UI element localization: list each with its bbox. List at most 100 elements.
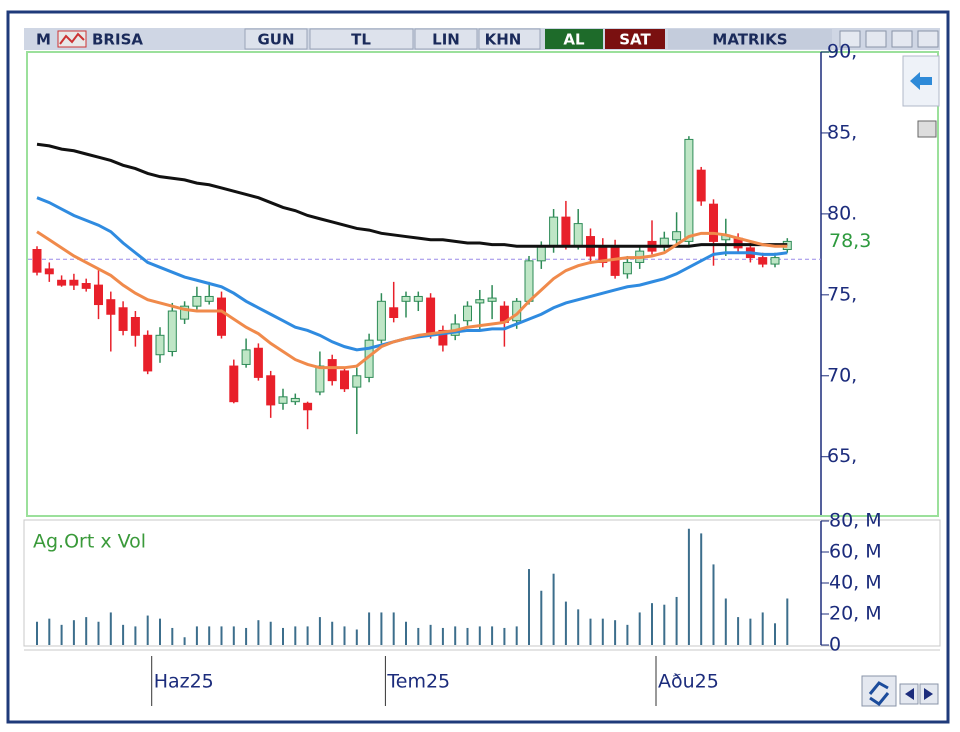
scroll-left-icon bbox=[905, 688, 914, 700]
volume-bar bbox=[97, 621, 100, 645]
y-tick-label: 80. bbox=[827, 202, 857, 224]
volume-bar bbox=[417, 627, 420, 645]
y-tick-label: 65, bbox=[827, 445, 857, 467]
window-button[interactable] bbox=[891, 30, 913, 48]
candle-body bbox=[81, 283, 91, 289]
volume-bar bbox=[761, 612, 764, 645]
volume-bar bbox=[368, 612, 371, 645]
volume-bar bbox=[552, 573, 555, 645]
buy-label[interactable]: AL bbox=[563, 31, 585, 49]
candle-body bbox=[94, 284, 103, 306]
candle-body bbox=[709, 203, 718, 242]
candle-body bbox=[696, 169, 706, 202]
candle-body bbox=[290, 397, 300, 403]
candle-body bbox=[524, 260, 534, 302]
candle-body bbox=[106, 299, 116, 315]
volume-bar bbox=[491, 626, 494, 645]
volume-bar bbox=[232, 626, 235, 645]
volume-bar bbox=[380, 612, 383, 645]
candle-body bbox=[438, 329, 448, 346]
volume-bar bbox=[60, 624, 63, 645]
y-tick-label: 90, bbox=[827, 41, 857, 63]
volume-bar bbox=[675, 596, 678, 645]
volume-bar bbox=[343, 626, 346, 645]
refresh-button[interactable] bbox=[861, 675, 897, 707]
candle-body bbox=[389, 307, 399, 318]
volume-bar bbox=[774, 623, 776, 645]
candle-body bbox=[622, 261, 632, 275]
volume-bar bbox=[724, 598, 727, 645]
volume-bar bbox=[48, 618, 51, 645]
volume-bar bbox=[626, 624, 629, 645]
window-button[interactable] bbox=[865, 30, 887, 48]
volume-panel bbox=[23, 519, 941, 647]
candle-body bbox=[192, 295, 202, 307]
volume-bar bbox=[589, 618, 592, 645]
candle-body bbox=[376, 300, 386, 341]
toolbar-button[interactable] bbox=[414, 28, 478, 50]
buy-button[interactable] bbox=[545, 29, 603, 49]
volume-bar bbox=[540, 590, 543, 645]
candle-body bbox=[401, 295, 411, 302]
candle-body bbox=[315, 365, 325, 393]
toolbar-button[interactable] bbox=[478, 28, 541, 50]
toolbar-button[interactable] bbox=[244, 28, 308, 50]
y-tick-label: 20, M bbox=[829, 603, 882, 625]
y-tick-label: 70, bbox=[827, 364, 857, 386]
candle-body bbox=[118, 307, 128, 331]
button-label[interactable]: LIN bbox=[432, 31, 460, 49]
y-tick-label: 0 bbox=[829, 634, 841, 656]
volume-bar bbox=[36, 621, 38, 645]
volume-bar bbox=[737, 617, 740, 645]
panel-button[interactable] bbox=[917, 120, 937, 138]
back-arrow bbox=[910, 72, 932, 90]
volume-bar bbox=[257, 620, 260, 645]
candle-body bbox=[32, 249, 42, 273]
button-label[interactable]: GUN bbox=[257, 31, 294, 49]
candle-body bbox=[758, 257, 768, 265]
volume-bar bbox=[72, 620, 75, 645]
window-button[interactable] bbox=[917, 30, 939, 48]
last-value-label: 78,3 bbox=[829, 230, 871, 252]
candle-body bbox=[463, 305, 472, 322]
candle-body bbox=[266, 375, 276, 406]
toolbar-button[interactable] bbox=[309, 28, 414, 50]
sell-button[interactable] bbox=[605, 29, 665, 49]
volume-bar bbox=[614, 620, 617, 645]
volume-bar bbox=[134, 626, 137, 645]
volume-bar bbox=[245, 627, 248, 645]
volume-bar bbox=[749, 618, 752, 645]
volume-bar bbox=[663, 604, 666, 645]
candle-body bbox=[426, 297, 436, 335]
sell-label[interactable]: SAT bbox=[619, 31, 651, 49]
candle-body bbox=[229, 365, 239, 403]
candle-body bbox=[167, 310, 177, 352]
volume-bar bbox=[392, 612, 395, 645]
price-panel bbox=[26, 51, 939, 517]
volume-bar bbox=[786, 598, 789, 645]
volume-bar bbox=[405, 621, 407, 645]
volume-bar bbox=[208, 626, 211, 645]
volume-bar bbox=[651, 603, 653, 645]
moving-average bbox=[36, 230, 788, 370]
candle-body bbox=[770, 257, 780, 265]
button-label[interactable]: TL bbox=[351, 31, 371, 49]
symbol: BRISA bbox=[92, 31, 143, 49]
volume-bar bbox=[195, 626, 198, 645]
candle-body bbox=[549, 216, 559, 247]
y-tick-label: 80, M bbox=[829, 510, 882, 532]
volume-bar bbox=[306, 626, 309, 645]
candle-body bbox=[217, 297, 226, 336]
candle-body bbox=[253, 347, 263, 378]
volume-bar bbox=[429, 624, 432, 645]
candle-body bbox=[327, 359, 337, 382]
volume-bar bbox=[454, 626, 457, 645]
volume-bar bbox=[183, 637, 186, 645]
button-label[interactable]: KHN bbox=[485, 31, 522, 49]
scroll-right-icon bbox=[924, 688, 933, 700]
window-button[interactable] bbox=[839, 30, 861, 48]
volume-bar bbox=[220, 626, 223, 645]
symbol-icon-line bbox=[59, 32, 85, 45]
